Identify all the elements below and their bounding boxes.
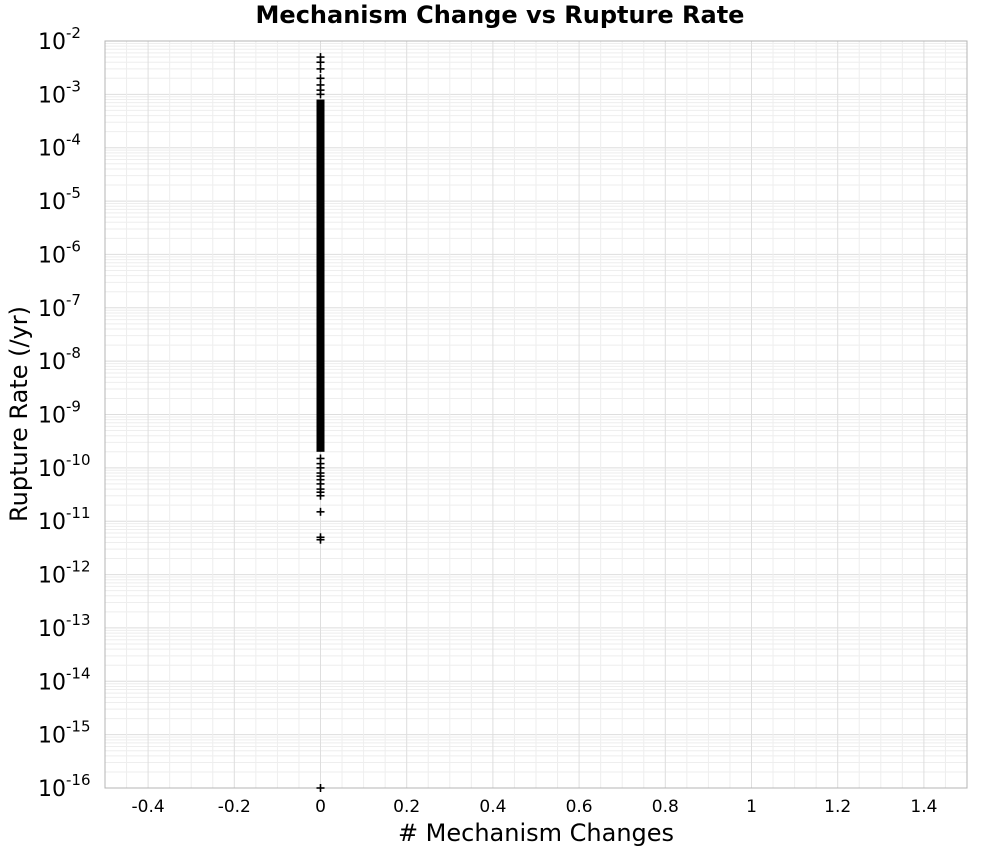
y-tick-label: 10-12 (38, 558, 91, 589)
plot-frame (104, 40, 968, 789)
data-point (316, 507, 325, 516)
y-axis-label: Rupture Rate (/yr) (5, 306, 33, 522)
series (316, 53, 325, 792)
chart-title: Mechanism Change vs Rupture Rate (256, 1, 745, 29)
x-tick-label: -0.2 (218, 797, 251, 817)
y-tick-label: 10-8 (38, 344, 81, 375)
y-tick-label: 10-2 (38, 24, 81, 55)
x-tick-label: 0.8 (652, 797, 679, 817)
x-tick-label: 0 (315, 797, 326, 817)
y-tick-label: 10-7 (38, 291, 81, 322)
y-tick-label: 10-4 (38, 131, 81, 162)
x-axis-label: # Mechanism Changes (398, 819, 674, 847)
y-tick-label: 10-5 (38, 184, 81, 215)
y-tick-label: 10-11 (38, 504, 91, 535)
data-point (316, 533, 325, 542)
x-tick-label: 1 (746, 797, 757, 817)
x-tick-label: 0.6 (566, 797, 593, 817)
x-tick-label: 0.2 (393, 797, 420, 817)
x-tick-label: 1.4 (910, 797, 937, 817)
x-tick-label: -0.4 (132, 797, 165, 817)
grid (104, 41, 968, 789)
y-ticks: 10-16 10-15 10-14 10-13 10-12 10-11 10-10 10-9 1… (38, 24, 91, 802)
y-tick-label: 10-3 (38, 77, 81, 108)
y-tick-label: 10-9 (38, 398, 81, 429)
data-point (316, 74, 325, 83)
y-tick-label: 10-6 (38, 237, 81, 268)
y-tick-label: 10-16 (38, 771, 91, 802)
x-tick-label: 1.2 (824, 797, 851, 817)
dense-point-band (316, 99, 325, 452)
y-tick-label: 10-10 (38, 451, 91, 482)
x-ticks: -0.4 -0.2 0 0.2 0.4 0.6 0.8 1 1.2 1.4 (132, 797, 938, 817)
data-point (316, 784, 325, 792)
x-tick-label: 0.4 (479, 797, 506, 817)
y-tick-label: 10-15 (38, 718, 91, 749)
data-point (316, 454, 325, 463)
y-tick-label: 10-13 (38, 611, 91, 642)
y-tick-label: 10-14 (38, 664, 91, 695)
data-point (316, 53, 325, 62)
